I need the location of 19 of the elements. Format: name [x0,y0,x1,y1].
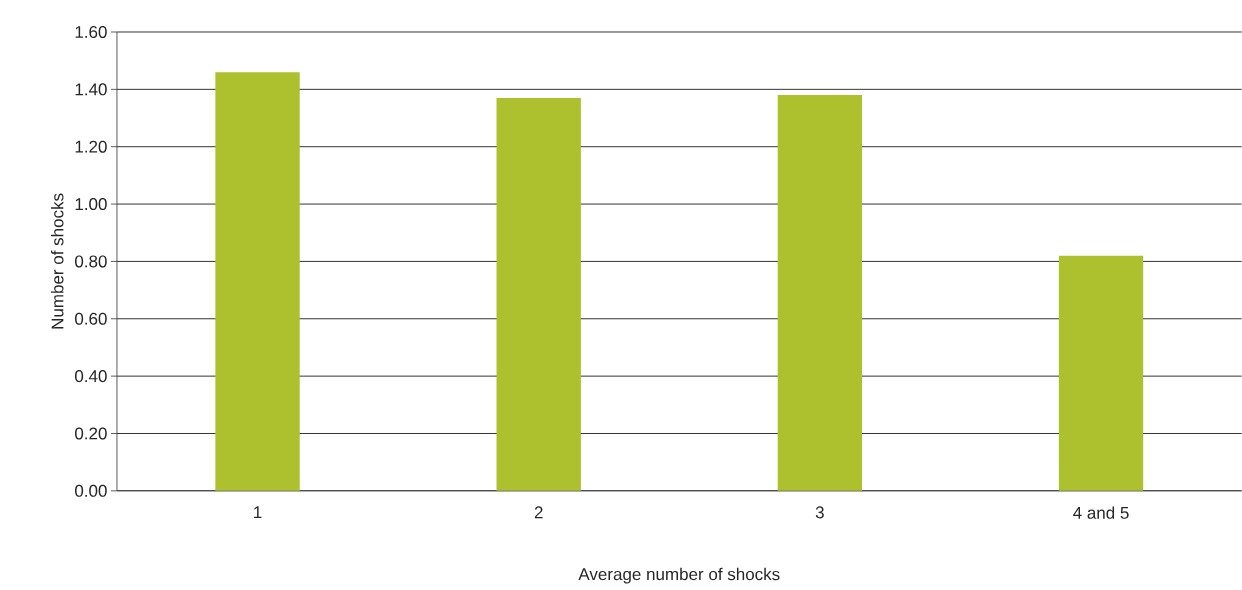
bar [777,95,863,491]
y-tick-label: 1.40 [75,83,107,96]
bar [496,98,581,491]
y-tick-label: 0.40 [75,370,107,383]
x-tick-label: 2 [534,506,543,519]
x-tick-label: 4 and 5 [1073,506,1129,519]
x-tick-label: 3 [815,506,824,519]
y-tick-label: 1.00 [75,198,107,211]
y-tick-label: 1.20 [75,140,107,153]
bar [1058,255,1144,491]
y-tick-label: 0.20 [75,427,107,440]
y-axis-title: Number of shocks [51,193,64,329]
y-tick-label: 0.00 [75,484,107,497]
x-tick-label: 1 [254,506,262,519]
x-axis-title: Average number of shocks [578,567,780,584]
y-tick-label: 0.80 [75,255,107,268]
y-tick-label: 1.60 [75,26,107,39]
bar [215,72,300,491]
y-tick-label: 0.60 [75,312,107,325]
